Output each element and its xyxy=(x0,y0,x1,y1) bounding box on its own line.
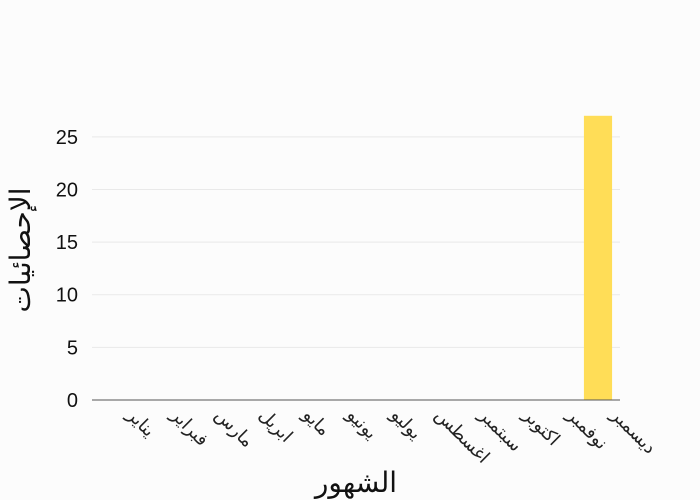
x-tick-label: اكتوبر xyxy=(518,404,564,450)
y-tick-labels: 0 5 10 15 20 25 xyxy=(56,127,78,412)
bar[interactable] xyxy=(583,115,613,400)
y-tick-label: 20 xyxy=(56,179,78,201)
y-tick-label: 5 xyxy=(67,337,78,359)
grid-layer xyxy=(92,136,620,348)
x-tick-label: يونيو xyxy=(342,404,382,444)
y-tick-label: 0 xyxy=(67,390,78,412)
y-tick-label: 10 xyxy=(56,285,78,307)
y-axis-title: الإحصائيات xyxy=(5,187,37,312)
x-tick-label: يوليو xyxy=(386,404,426,444)
bar-layer xyxy=(583,115,613,400)
x-tick-label: فبراير xyxy=(166,404,213,451)
x-tick-label: مارس xyxy=(211,405,258,452)
x-tick-label: نوفمبر xyxy=(562,404,612,454)
x-axis-title: الشهور xyxy=(313,467,397,499)
x-tick-label: مايو xyxy=(298,404,334,440)
y-tick-label: 25 xyxy=(56,127,78,149)
x-tick-label: ديسمبر xyxy=(606,404,660,458)
y-tick-label: 15 xyxy=(56,232,78,254)
x-tick-label: يناير xyxy=(122,404,159,441)
x-tick-label: ابريل xyxy=(254,405,296,447)
